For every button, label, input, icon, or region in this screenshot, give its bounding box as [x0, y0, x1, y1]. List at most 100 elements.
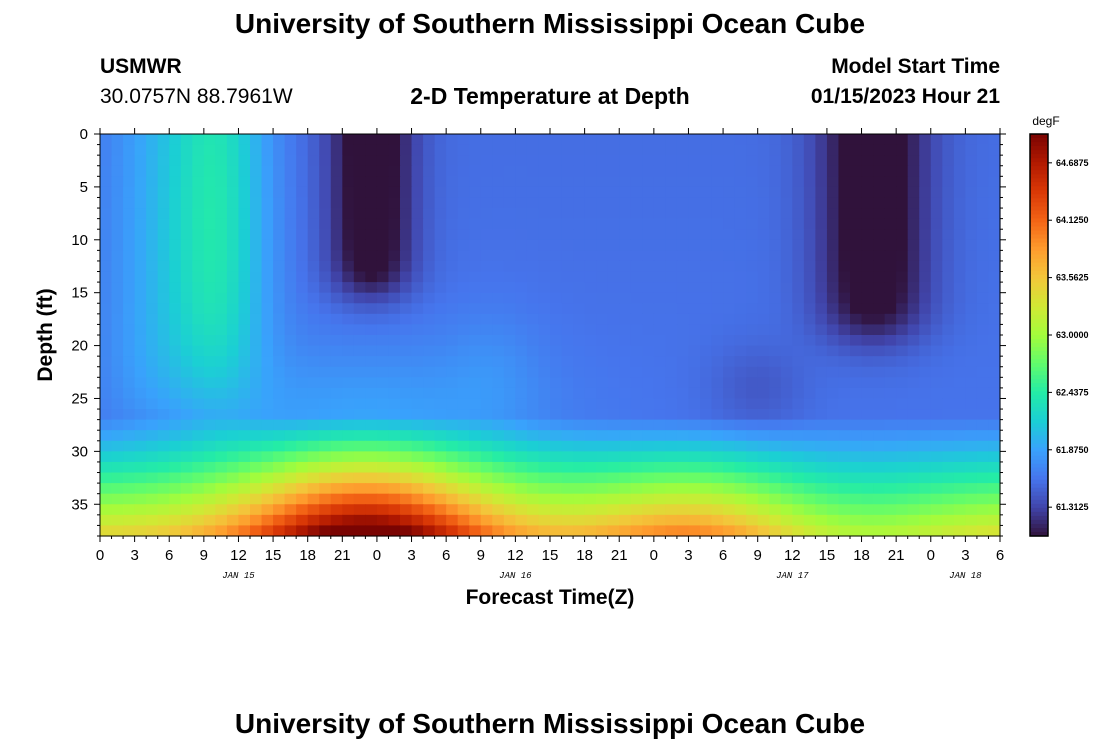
heatmap-cell: [192, 134, 205, 146]
heatmap-cell: [676, 409, 690, 421]
heatmap-cell: [480, 292, 493, 304]
heatmap-cell: [838, 409, 851, 421]
heatmap-cell: [330, 324, 343, 336]
heatmap-cell: [976, 165, 990, 177]
heatmap-cell: [423, 398, 436, 410]
heatmap-cell: [838, 493, 851, 505]
heatmap-cell: [342, 313, 355, 326]
heatmap-cell: [330, 525, 343, 537]
heatmap-cell: [342, 271, 355, 283]
heatmap-cell: [573, 514, 586, 527]
heatmap-cell: [653, 430, 666, 442]
heatmap-cell: [884, 303, 897, 315]
heatmap-cell: [226, 239, 240, 251]
heatmap-cell: [480, 229, 493, 241]
heatmap-cell: [388, 186, 401, 199]
heatmap-cell: [296, 483, 309, 495]
heatmap-cell: [942, 398, 955, 410]
heatmap-cell: [700, 303, 713, 315]
heatmap-cell: [988, 504, 1001, 516]
heatmap-cell: [930, 356, 943, 368]
heatmap-cell: [457, 451, 470, 463]
colorbar-segment: [1030, 282, 1048, 288]
heatmap-cell: [100, 271, 113, 283]
heatmap-cell: [907, 398, 920, 410]
heatmap-cell: [503, 430, 516, 442]
heatmap-cell: [342, 377, 355, 389]
heatmap-cell: [376, 165, 390, 177]
heatmap-cell: [503, 292, 516, 304]
heatmap-cell: [734, 144, 747, 156]
heatmap-cell: [515, 451, 528, 463]
heatmap-cell: [307, 493, 320, 505]
heatmap-cell: [676, 155, 690, 167]
heatmap-cell: [100, 440, 113, 452]
heatmap-cell: [850, 483, 863, 495]
heatmap-cell: [665, 144, 678, 156]
heatmap-cell: [446, 134, 459, 146]
heatmap-cell: [561, 356, 574, 368]
heatmap-cell: [365, 514, 378, 527]
heatmap-cell: [307, 250, 320, 262]
heatmap-cell: [676, 250, 690, 262]
heatmap-cell: [457, 409, 470, 421]
heatmap-cell: [907, 282, 920, 294]
heatmap-cell: [976, 176, 990, 188]
heatmap-cell: [446, 292, 459, 304]
heatmap-cell: [596, 356, 609, 368]
heatmap-cell: [353, 324, 366, 336]
heatmap-cell: [896, 313, 909, 326]
heatmap-cell: [676, 176, 690, 188]
heatmap-cell: [896, 250, 909, 262]
heatmap-cell: [503, 335, 516, 347]
day-label: JAN 16: [499, 571, 532, 581]
heatmap-cell: [976, 144, 990, 156]
heatmap-cell: [180, 335, 193, 347]
heatmap-cell: [538, 144, 551, 156]
heatmap-cell: [584, 324, 597, 336]
heatmap-cell: [734, 525, 747, 537]
heatmap-cell: [273, 282, 286, 294]
heatmap-cell: [538, 134, 551, 146]
heatmap-cell: [261, 472, 274, 484]
heatmap-cell: [873, 504, 886, 516]
heatmap-cell: [100, 493, 113, 505]
heatmap-cell: [815, 218, 828, 230]
heatmap-cell: [976, 229, 990, 241]
heatmap-cell: [469, 493, 482, 505]
heatmap-cell: [157, 144, 170, 156]
heatmap-cell: [953, 398, 966, 410]
heatmap-cell: [411, 239, 424, 251]
heatmap-cell: [492, 366, 505, 378]
heatmap-cell: [307, 525, 320, 537]
colorbar-segment: [1030, 178, 1048, 183]
heatmap-cell: [850, 155, 863, 167]
heatmap-cell: [457, 229, 470, 241]
heatmap-cell: [873, 514, 886, 527]
heatmap-cell: [919, 472, 932, 484]
heatmap-cell: [596, 239, 609, 251]
heatmap-cell: [688, 250, 701, 262]
colorbar-segment: [1030, 142, 1048, 147]
heatmap-cell: [146, 239, 159, 251]
colorbar-tick-label: 64.1250: [1056, 215, 1089, 225]
heatmap-cell: [780, 324, 793, 336]
heatmap-cell: [111, 218, 124, 230]
heatmap-cell: [688, 197, 701, 209]
heatmap-cell: [180, 483, 193, 495]
heatmap-cell: [157, 229, 170, 241]
heatmap-cell: [400, 229, 413, 241]
heatmap-cell: [803, 144, 816, 156]
heatmap-cell: [273, 504, 286, 516]
heatmap-cell: [226, 335, 240, 347]
heatmap-cell: [965, 504, 978, 516]
heatmap-cell: [446, 313, 459, 326]
x-tick-label: 0: [650, 547, 658, 564]
heatmap-cell: [815, 229, 828, 241]
heatmap-cell: [642, 514, 655, 527]
heatmap-cell: [930, 377, 943, 389]
heatmap-cell: [480, 398, 493, 410]
heatmap-cell: [896, 324, 909, 336]
heatmap-cell: [780, 229, 793, 241]
heatmap-cell: [180, 324, 193, 336]
